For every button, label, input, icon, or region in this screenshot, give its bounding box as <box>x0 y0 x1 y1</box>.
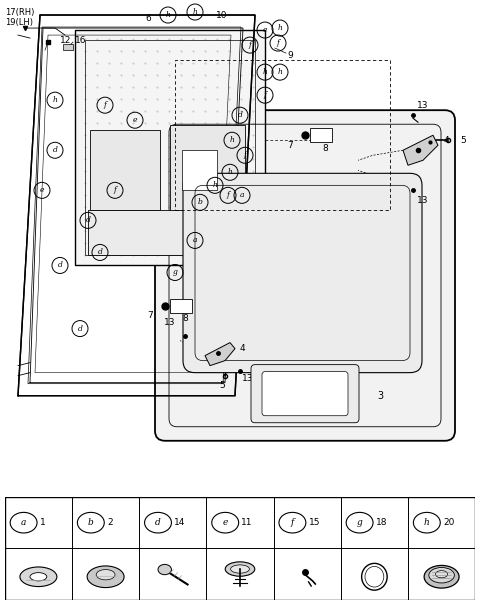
FancyBboxPatch shape <box>170 125 245 215</box>
Text: d: d <box>97 248 102 256</box>
Text: f: f <box>249 41 252 49</box>
Text: 12: 12 <box>60 36 72 45</box>
Text: h: h <box>424 518 430 527</box>
Text: b: b <box>198 198 203 207</box>
FancyBboxPatch shape <box>63 44 73 50</box>
Text: e: e <box>40 186 44 195</box>
Text: 15: 15 <box>309 518 320 527</box>
Text: 7: 7 <box>287 141 293 150</box>
Text: 14: 14 <box>174 518 185 527</box>
Text: 4: 4 <box>239 344 245 353</box>
Text: e: e <box>223 518 228 527</box>
Text: b: b <box>88 518 94 527</box>
Polygon shape <box>205 342 235 365</box>
Ellipse shape <box>20 567 57 587</box>
FancyBboxPatch shape <box>310 128 332 142</box>
Text: d: d <box>238 112 242 119</box>
Text: 9: 9 <box>287 50 293 59</box>
Text: d: d <box>58 261 62 270</box>
Text: 3: 3 <box>377 391 383 401</box>
Text: d: d <box>78 325 83 333</box>
Ellipse shape <box>429 567 455 583</box>
Text: h: h <box>53 96 58 104</box>
Text: h: h <box>277 24 282 32</box>
Text: g: g <box>173 268 178 276</box>
Ellipse shape <box>87 566 124 588</box>
Text: h: h <box>263 68 267 76</box>
FancyBboxPatch shape <box>251 365 359 423</box>
Text: d: d <box>155 518 161 527</box>
Ellipse shape <box>361 564 387 590</box>
Text: h: h <box>228 168 232 176</box>
Text: 17(RH): 17(RH) <box>5 7 35 16</box>
Text: 8: 8 <box>182 314 188 323</box>
Text: 8: 8 <box>322 144 328 153</box>
Ellipse shape <box>225 562 255 576</box>
FancyBboxPatch shape <box>262 371 348 416</box>
Text: f: f <box>227 191 229 199</box>
Text: 13: 13 <box>417 101 429 110</box>
FancyBboxPatch shape <box>155 110 455 441</box>
Ellipse shape <box>365 567 384 587</box>
Text: 16: 16 <box>75 36 86 45</box>
Polygon shape <box>75 30 265 265</box>
Text: f: f <box>291 518 294 527</box>
Text: a: a <box>240 191 244 199</box>
Text: f: f <box>243 152 246 159</box>
Ellipse shape <box>230 565 250 573</box>
Text: h: h <box>213 181 217 189</box>
Circle shape <box>158 564 171 574</box>
Text: g: g <box>357 518 362 527</box>
FancyBboxPatch shape <box>182 150 217 190</box>
Text: 10: 10 <box>216 10 228 19</box>
Text: f: f <box>264 91 266 99</box>
Text: 2: 2 <box>107 518 113 527</box>
Text: 6: 6 <box>145 13 151 22</box>
Text: h: h <box>166 11 170 19</box>
Text: 20: 20 <box>443 518 454 527</box>
Text: d: d <box>85 216 90 224</box>
Ellipse shape <box>30 573 47 581</box>
Text: f: f <box>104 101 107 109</box>
Text: 1: 1 <box>40 518 46 527</box>
Text: 13: 13 <box>164 318 176 327</box>
Text: h: h <box>277 68 282 76</box>
Text: 4: 4 <box>443 136 449 145</box>
Text: a: a <box>21 518 26 527</box>
Text: f: f <box>114 186 117 195</box>
FancyBboxPatch shape <box>5 497 475 600</box>
Text: d: d <box>53 146 58 155</box>
Text: e: e <box>133 116 137 124</box>
Text: h: h <box>192 8 197 16</box>
Text: f: f <box>276 39 279 47</box>
Text: 13: 13 <box>242 374 254 383</box>
FancyBboxPatch shape <box>183 173 422 373</box>
Text: 18: 18 <box>376 518 387 527</box>
Text: h: h <box>229 136 234 144</box>
FancyBboxPatch shape <box>170 299 192 313</box>
FancyBboxPatch shape <box>90 130 160 210</box>
Ellipse shape <box>424 565 459 588</box>
Text: 13: 13 <box>417 196 429 205</box>
Text: 11: 11 <box>241 518 253 527</box>
Text: 5: 5 <box>219 381 225 390</box>
Ellipse shape <box>435 571 448 578</box>
Text: 5: 5 <box>460 136 466 145</box>
Ellipse shape <box>96 570 115 580</box>
Polygon shape <box>403 135 438 165</box>
Text: 7: 7 <box>147 311 153 320</box>
Text: 19(LH): 19(LH) <box>5 18 33 27</box>
Text: a: a <box>193 236 197 244</box>
Text: e: e <box>263 26 267 34</box>
FancyBboxPatch shape <box>88 210 253 256</box>
